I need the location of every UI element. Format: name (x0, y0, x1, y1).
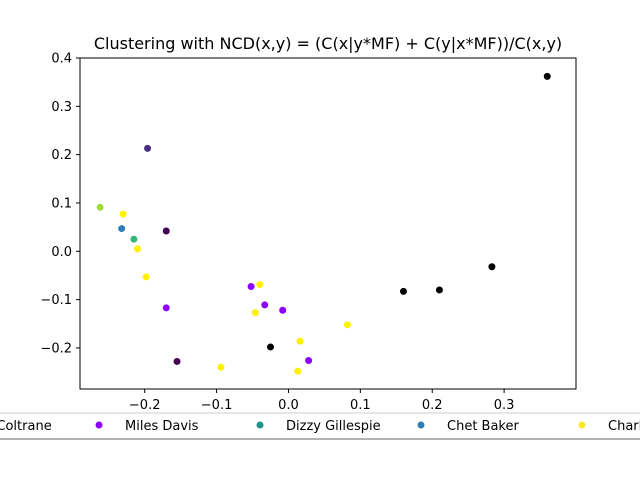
data-point (130, 235, 138, 243)
x-tick-label: −0.2 (129, 398, 161, 413)
data-point (488, 263, 496, 271)
y-tick-label: 0.0 (51, 245, 72, 260)
legend-label: John Coltrane (0, 419, 52, 434)
data-point (251, 309, 259, 317)
data-point (399, 287, 407, 295)
y-tick-label: 0.4 (51, 52, 72, 67)
x-tick-label: 0.3 (494, 398, 515, 413)
y-tick-label: −0.2 (40, 341, 72, 356)
data-point (118, 225, 126, 233)
x-tick-label: 0.0 (278, 398, 299, 413)
legend-marker (256, 421, 264, 429)
data-point (96, 203, 104, 211)
data-point (294, 367, 302, 375)
data-point (142, 273, 150, 281)
x-tick-label: 0.2 (422, 398, 443, 413)
data-point (173, 357, 181, 365)
legend-label: Dizzy Gillespie (286, 419, 381, 434)
y-tick-label: 0.1 (51, 196, 72, 211)
y-tick-label: −0.1 (40, 293, 72, 308)
x-tick-label: 0.1 (350, 398, 371, 413)
legend-label: Charlie Parker (608, 419, 640, 434)
x-tick-label: −0.1 (201, 398, 233, 413)
data-point (144, 144, 152, 152)
data-point (256, 281, 264, 289)
data-point (261, 301, 269, 309)
legend-marker (95, 421, 103, 429)
y-tick-label: 0.3 (51, 100, 72, 115)
legend-label: Miles Davis (125, 419, 199, 434)
axes-frame (79, 57, 577, 390)
legend-marker (417, 421, 425, 429)
data-point (435, 286, 443, 294)
data-point (134, 245, 142, 253)
legend-marker (578, 421, 586, 429)
data-point (217, 363, 225, 371)
data-point (543, 72, 551, 80)
legend: John Coltrane Miles Davis Dizzy Gillespie C… (0, 412, 640, 440)
data-point (266, 343, 274, 351)
data-point (279, 306, 287, 314)
data-point (296, 337, 304, 345)
data-point (162, 227, 170, 235)
data-point (162, 304, 170, 312)
data-point (343, 321, 351, 329)
legend-label: Chet Baker (447, 419, 519, 434)
plot-area: −0.2 −0.1 0.0 0.1 0.2 0.3 −0.2 −0.1 0.0 0.1 0.2 0.3… (40, 52, 577, 413)
data-point (247, 283, 255, 291)
data-point (305, 356, 313, 364)
y-tick-label: 0.2 (51, 148, 72, 163)
data-point (119, 210, 127, 218)
chart-title: Clustering with NCD(x,y) = (C(x|y*MF) + … (94, 34, 562, 53)
